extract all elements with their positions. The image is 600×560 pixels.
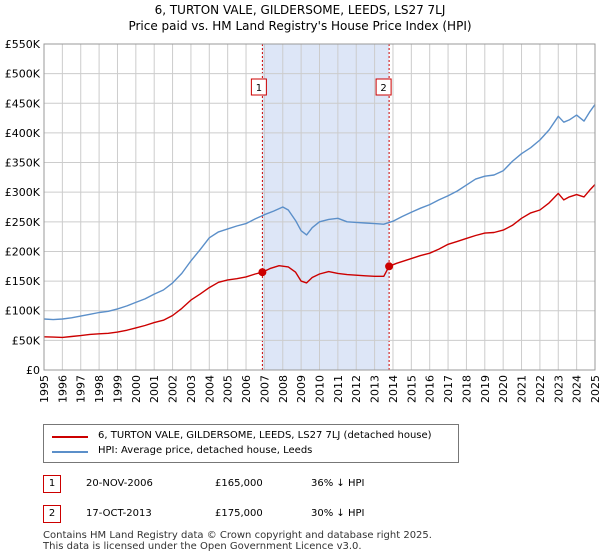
x-tick-label: 2006 (240, 375, 253, 403)
y-tick-label: £300K (5, 186, 41, 199)
x-tick-label: 1998 (93, 375, 106, 403)
transaction-row: 2 17-OCT-2013 £175,000 30% ↓ HPI (43, 505, 543, 525)
transaction-price: £175,000 (215, 508, 263, 519)
y-tick-label: £550K (5, 38, 41, 51)
x-tick-label: 2024 (571, 375, 584, 403)
y-tick-label: £100K (5, 305, 41, 318)
y-tick-label: £200K (5, 245, 41, 258)
x-tick-label: 2000 (130, 375, 143, 403)
y-tick-label: £0 (26, 364, 40, 377)
plot-frame (43, 43, 596, 371)
x-tick-label: 2007 (258, 375, 271, 403)
footer-copyright: Contains HM Land Registry data © Crown c… (43, 530, 432, 541)
legend-label-hpi: HPI: Average price, detached house, Leed… (98, 445, 313, 456)
legend: 6, TURTON VALE, GILDERSOME, LEEDS, LS27 … (43, 424, 459, 463)
sale-label-box (250, 78, 267, 96)
sale-label: 2 (380, 83, 386, 94)
transaction-badge: 1 (43, 475, 61, 493)
x-tick-label: 2018 (460, 375, 473, 403)
transaction-date: 20-NOV-2006 (86, 478, 153, 489)
y-tick-label: £50K (12, 334, 41, 347)
x-tick-label: 2011 (332, 375, 345, 403)
x-tick-label: 1997 (75, 375, 88, 403)
x-tick-label: 1996 (56, 375, 69, 403)
x-tick-label: 2003 (185, 375, 198, 403)
x-tick-label: 2004 (203, 375, 216, 403)
legend-label-property: 6, TURTON VALE, GILDERSOME, LEEDS, LS27 … (98, 430, 432, 441)
x-tick-label: 2005 (222, 375, 235, 403)
transaction-row: 1 20-NOV-2006 £165,000 36% ↓ HPI (43, 475, 543, 495)
x-tick-label: 2019 (479, 375, 492, 403)
chart-title: 6, TURTON VALE, GILDERSOME, LEEDS, LS27 … (154, 3, 446, 17)
chart-subtitle: Price paid vs. HM Land Registry's House … (128, 19, 472, 33)
x-tick-label: 2009 (295, 375, 308, 403)
x-tick-label: 2020 (497, 375, 510, 403)
x-tick-label: 2017 (442, 375, 455, 403)
footer-license: This data is licensed under the Open Gov… (43, 541, 362, 552)
transaction-price: £165,000 (215, 478, 263, 489)
x-tick-label: 2015 (405, 375, 418, 403)
x-tick-label: 2012 (350, 375, 363, 403)
x-tick-label: 2013 (369, 375, 382, 403)
x-tick-label: 2002 (167, 375, 180, 403)
transaction-hpi-diff: 30% ↓ HPI (311, 508, 365, 519)
transaction-badge: 2 (43, 505, 61, 523)
y-tick-label: £450K (5, 97, 41, 110)
sale-label: 1 (256, 83, 262, 94)
property-price-line (43, 184, 596, 339)
x-tick-label: 2014 (387, 375, 400, 403)
x-tick-label: 2025 (589, 375, 600, 403)
hpi-line (43, 104, 596, 321)
x-tick-label: 2022 (534, 375, 547, 403)
x-tick-label: 2021 (516, 375, 529, 403)
x-tick-label: 2016 (424, 375, 437, 403)
legend-swatch-property (52, 436, 88, 438)
sale-point (258, 268, 267, 277)
legend-swatch-hpi (52, 451, 88, 453)
y-tick-label: £250K (5, 216, 41, 229)
y-tick-label: £400K (5, 127, 41, 140)
x-tick-label: 2001 (148, 375, 161, 403)
sale-label-box (375, 78, 392, 96)
y-tick-label: £150K (5, 275, 41, 288)
x-tick-label: 2010 (314, 375, 327, 403)
x-tick-label: 2023 (552, 375, 565, 403)
x-tick-label: 2008 (277, 375, 290, 403)
x-tick-label: 1995 (38, 375, 51, 403)
sale-point (385, 262, 394, 271)
footer: Contains HM Land Registry data © Crown c… (43, 530, 432, 552)
x-tick-label: 1999 (111, 375, 124, 403)
transaction-date: 17-OCT-2013 (86, 508, 152, 519)
transaction-hpi-diff: 36% ↓ HPI (311, 478, 365, 489)
price-chart: 1 2 £0 £50K £100K £150K £200K £250K £300K £350K £… (5, 38, 600, 403)
y-tick-label: £350K (5, 157, 41, 170)
y-tick-label: £500K (5, 68, 41, 81)
